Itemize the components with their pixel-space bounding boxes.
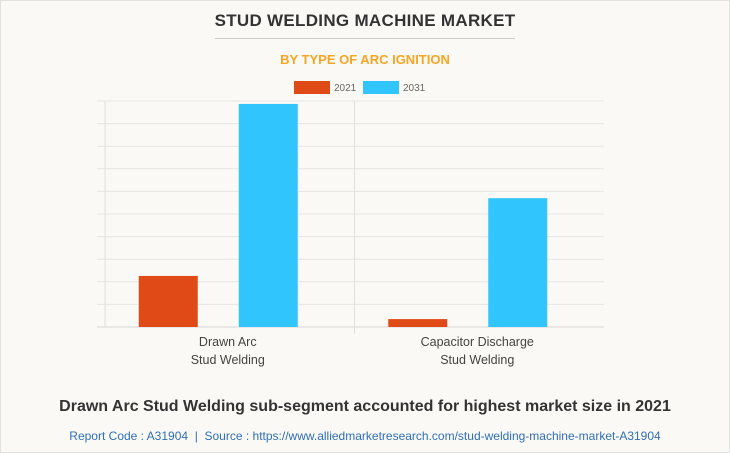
x-tick-label: Drawn Arc — [199, 335, 257, 349]
legend-label: 2021 — [334, 83, 357, 94]
chart-subtitle: BY TYPE OF ARC IGNITION — [280, 52, 450, 67]
x-tick-label: Stud Welding — [191, 353, 265, 367]
x-tick-label: Stud Welding — [440, 353, 514, 367]
legend-swatch-2021 — [294, 81, 330, 94]
footer-headline: Drawn Arc Stud Welding sub-segment accou… — [59, 398, 671, 415]
bar-2021 — [138, 275, 198, 327]
title-divider — [215, 38, 515, 39]
legend-swatch-2031 — [363, 81, 399, 94]
legend-label: 2031 — [403, 83, 426, 94]
bar-2031 — [238, 103, 298, 327]
chart-title: STUD WELDING MACHINE MARKET — [214, 11, 516, 30]
bar-2021 — [388, 319, 448, 327]
footer-source: Report Code : A31904 | Source : https://… — [69, 429, 661, 443]
x-tick-label: Capacitor Discharge — [421, 335, 534, 349]
bar-2031 — [488, 198, 548, 327]
